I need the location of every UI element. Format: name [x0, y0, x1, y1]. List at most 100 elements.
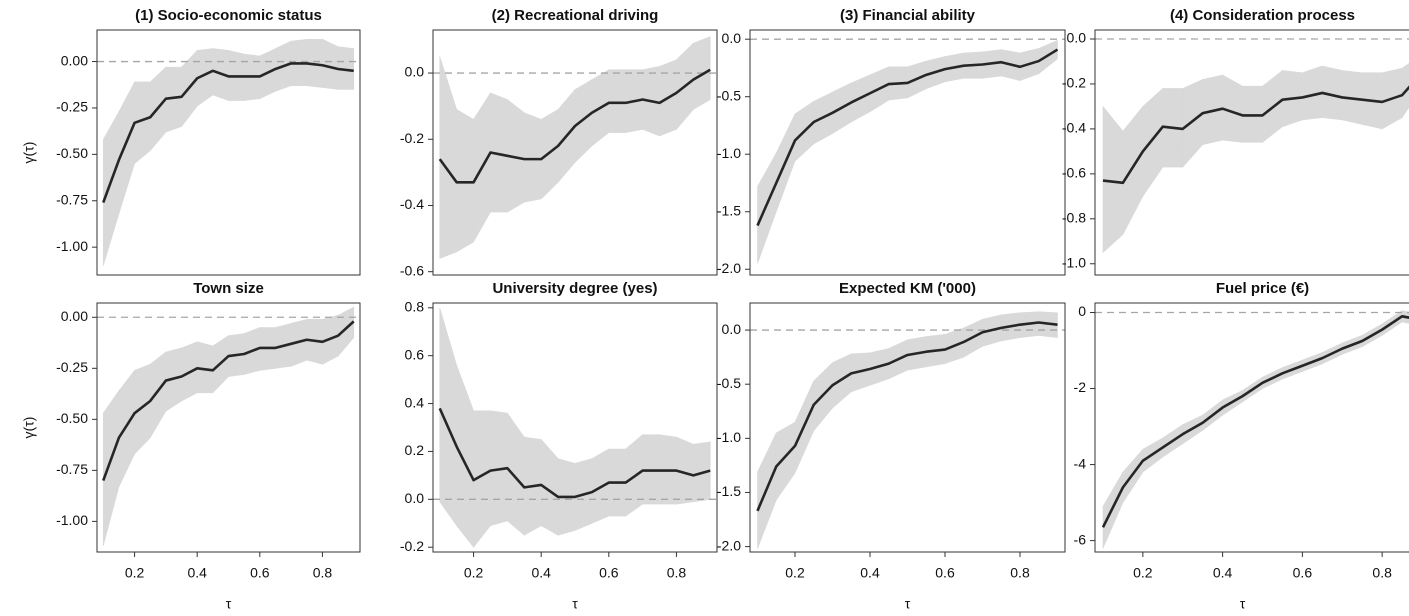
y-tick-label: 0.2 [405, 442, 425, 458]
confidence-band [118, 369, 135, 487]
plot-area [97, 38, 360, 266]
x-tick-label: 0.8 [667, 565, 687, 581]
y-tick-label: -1.0 [1062, 254, 1086, 270]
x-tick-label: 0.8 [1372, 565, 1392, 581]
panel-title: Town size [193, 280, 264, 297]
plot-area [433, 307, 717, 549]
confidence-band [574, 79, 593, 164]
confidence-band [337, 306, 355, 357]
x-tick-label: 0.4 [531, 565, 551, 581]
y-tick-label: -0.2 [1062, 75, 1086, 91]
axes-frame [1094, 302, 1409, 553]
y-tick-label: -1.00 [56, 512, 88, 528]
confidence-band [757, 151, 777, 264]
confidence-band [832, 353, 852, 409]
confidence-band [439, 56, 457, 259]
estimate-line [438, 407, 711, 499]
plot-area [433, 36, 717, 259]
y-tick-label: 0 [1078, 303, 1086, 319]
confidence-band [102, 110, 120, 266]
axes-frame [749, 29, 1066, 276]
estimate-line [438, 68, 711, 184]
estimate-line [756, 48, 1059, 227]
y-tick-label: -0.4 [1062, 120, 1086, 136]
plot-area [750, 311, 1065, 549]
x-tick-label: 0.2 [785, 565, 805, 581]
y-tick-label: -0.4 [400, 196, 424, 212]
y-tick-label: -0.5 [717, 375, 741, 391]
plot-area [97, 306, 360, 546]
x-axis-label: τ [226, 596, 232, 612]
panel-title: University degree (yes) [492, 280, 657, 297]
x-tick-label: 0.8 [313, 565, 333, 581]
y-tick-label: -2.0 [717, 260, 741, 276]
y-tick-label: 0.00 [61, 52, 88, 68]
plot-area [1095, 310, 1409, 549]
plot-area [750, 38, 1065, 264]
panel-title: Expected KM ('000) [839, 280, 976, 297]
confidence-band [1038, 39, 1058, 75]
confidence-band [149, 351, 167, 439]
y-tick-label: 0.0 [722, 30, 742, 46]
y-tick-label: 0.0 [405, 64, 425, 80]
y-tick-label: 0.8 [405, 298, 425, 314]
y-axis-label: γ(τ) [21, 142, 37, 164]
y-tick-label: 0.4 [405, 394, 425, 410]
estimate-line [102, 320, 355, 482]
confidence-band [1122, 105, 1144, 235]
confidence-band [1401, 63, 1409, 119]
x-tick-label: 0.8 [1010, 565, 1030, 581]
x-axis-label: τ [1240, 596, 1246, 612]
x-tick-label: 0.6 [935, 565, 955, 581]
y-tick-label: -0.75 [56, 461, 88, 477]
confidence-band [196, 341, 214, 394]
y-tick-label: -0.6 [400, 262, 424, 278]
x-tick-label: 0.4 [860, 565, 880, 581]
confidence-band [1142, 87, 1164, 198]
axes-frame [96, 29, 361, 276]
x-tick-label: 0.6 [250, 565, 270, 581]
panel-title: Fuel price (€) [1216, 280, 1309, 297]
y-tick-label: -1.0 [717, 145, 741, 161]
confidence-band [322, 38, 339, 90]
axes-frame [749, 302, 1066, 553]
axes-frame [432, 302, 718, 553]
estimate-line [1101, 315, 1409, 528]
y-tick-label: -1.5 [717, 483, 741, 499]
y-tick-label: -4 [1074, 455, 1087, 471]
confidence-band [1102, 105, 1124, 254]
panel-title: (3) Financial ability [840, 7, 976, 24]
panel-title: (4) Consideration process [1170, 7, 1355, 24]
confidence-band [608, 69, 627, 133]
x-tick-label: 0.2 [1133, 565, 1153, 581]
y-tick-label: -0.50 [56, 145, 88, 161]
y-tick-label: -2.0 [717, 537, 741, 553]
y-tick-label: -0.2 [400, 538, 424, 554]
x-tick-label: 0.4 [187, 565, 207, 581]
x-axis-label: τ [572, 596, 578, 612]
y-tick-label: -0.8 [1062, 210, 1086, 226]
confidence-band [523, 112, 542, 203]
y-tick-label: -0.6 [1062, 165, 1086, 181]
axes-frame [1094, 29, 1409, 276]
x-tick-label: 0.2 [464, 565, 484, 581]
plot-area [1095, 38, 1409, 254]
confidence-band [1182, 78, 1203, 168]
y-tick-label: -0.50 [56, 410, 88, 426]
estimate-line [756, 321, 1058, 512]
y-tick-label: 0.0 [405, 490, 425, 506]
x-tick-label: 0.6 [1293, 565, 1313, 581]
y-tick-label: 0.0 [1067, 30, 1087, 46]
y-tick-label: -0.5 [717, 87, 741, 103]
confidence-band [102, 389, 120, 546]
confidence-band [134, 363, 151, 455]
y-tick-label: -2 [1074, 379, 1087, 395]
panel-title: (1) Socio-economic status [135, 7, 322, 24]
y-tick-label: 0.0 [722, 321, 742, 337]
y-tick-label: -1.5 [717, 202, 741, 218]
estimate-line [102, 62, 354, 204]
y-tick-label: -1.0 [717, 429, 741, 445]
x-tick-label: 0.2 [125, 565, 145, 581]
